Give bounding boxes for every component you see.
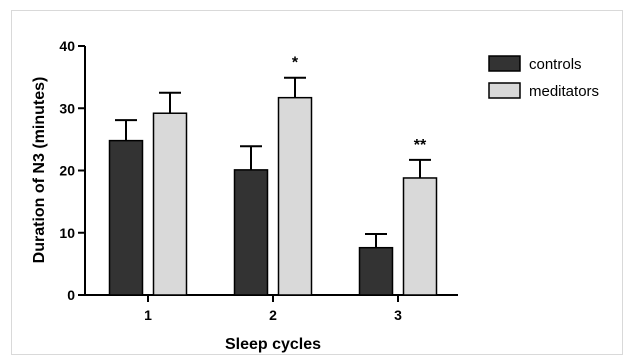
y-axis-title: Duration of N3 (minutes) — [31, 77, 48, 264]
bar-meditators — [277, 96, 313, 296]
x-tick-label: 2 — [269, 307, 277, 323]
x-tick-label: 3 — [394, 307, 402, 323]
significance-marker: * — [292, 55, 299, 72]
bar-controls — [358, 246, 394, 296]
bars — [108, 96, 438, 296]
y-tick-label: 30 — [59, 100, 75, 116]
y-tick-label: 40 — [59, 38, 75, 54]
bar-meditators — [402, 177, 438, 296]
labels: Sleep cycles Duration of N3 (minutes) 0 1… — [31, 38, 427, 353]
legend-label: meditators — [529, 83, 599, 100]
legend: controls meditators — [488, 55, 599, 100]
bar-controls — [108, 139, 144, 296]
bar-meditators — [152, 112, 188, 296]
bar-controls — [233, 169, 269, 296]
y-tick-label: 20 — [59, 163, 75, 179]
legend-label: controls — [529, 56, 582, 73]
legend-swatch — [488, 55, 521, 72]
x-axis-title: Sleep cycles — [225, 336, 321, 353]
axes — [78, 45, 458, 302]
significance-marker: ** — [414, 137, 427, 154]
error-bars — [115, 76, 431, 248]
x-tick-label: 1 — [144, 307, 152, 323]
y-tick-label: 10 — [59, 225, 75, 241]
legend-swatch — [488, 82, 521, 99]
y-tick-label: 0 — [67, 287, 75, 303]
